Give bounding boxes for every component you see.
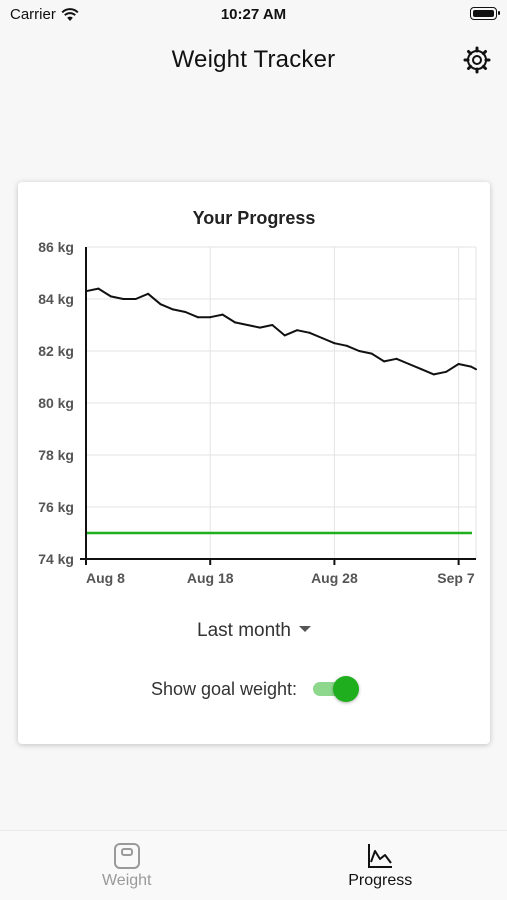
weight-point [147,292,150,295]
status-bar: Carrier 10:27 AM [0,0,507,28]
goal-toggle-row: Show goal weight: [18,676,490,702]
weight-point [209,316,212,319]
weight-point [370,352,373,355]
card-title: Your Progress [192,208,316,228]
chart-icon [368,843,393,868]
weight-point [171,308,174,311]
tab-weight[interactable]: Weight [0,831,254,900]
y-tick-label: 80 kg [38,395,74,411]
weight-point [407,363,410,365]
weight-point [283,334,286,337]
progress-card: Your Progress 74 kg 76 kg 78 kg 80 kg 82 kg 8… [18,182,490,744]
y-tick-label: 78 kg [38,447,74,463]
weight-point [358,350,361,352]
weight-point [134,298,137,300]
weight-point [470,365,472,368]
x-tick-label: Aug 18 [187,570,234,586]
goal-toggle-label: Show goal weight: [150,678,298,699]
weight-point [321,337,323,339]
wifi-icon [61,7,79,21]
caret-down-icon [299,625,311,632]
y-tick-label: 86 kg [38,239,74,255]
range-select-value: Last month [197,620,291,641]
weight-point [184,311,187,313]
settings-button[interactable] [461,44,493,76]
y-tick-label: 82 kg [38,343,74,359]
status-time: 10:27 AM [220,6,287,23]
y-tick-label: 76 kg [38,499,74,515]
weight-point [97,287,100,290]
weight-point [221,313,224,316]
weight-series-group [85,287,477,376]
weight-point [246,324,249,326]
weight-point [445,370,448,373]
gear-icon [463,46,491,74]
tab-progress-label: Progress [348,871,413,889]
range-select[interactable]: Last month [18,620,490,642]
weight-point [475,368,477,371]
weight-point [234,321,236,324]
weight-point [296,329,299,332]
weight-point [457,363,460,365]
weight-line [85,287,477,376]
x-tick-label: Aug 28 [311,570,358,586]
y-tick-label: 84 kg [38,291,74,307]
weight-point [333,342,336,345]
weight-point [271,324,274,326]
y-tick-label: 74 kg [38,551,74,567]
weight-point [122,298,125,300]
progress-chart: 74 kg 76 kg 78 kg 80 kg 82 kg 84 kg 86 kg Aug 8… [18,232,490,592]
weight-point [159,303,162,306]
tab-progress[interactable]: Progress [254,831,507,900]
tab-bar: Weight Progress [0,830,507,900]
carrier: Carrier [10,6,79,23]
scale-icon [113,842,140,869]
battery-icon [470,7,500,20]
x-tick-label: Aug 8 [86,570,125,586]
weight-point [420,368,423,371]
chart-axes: 74 kg 76 kg 78 kg 80 kg 82 kg 84 kg 86 kg Aug 8… [38,239,476,586]
goal-weight-toggle[interactable] [313,676,360,702]
weight-point [383,360,386,363]
x-tick-label: Sep 7 [437,570,475,586]
tab-weight-label: Weight [101,871,152,889]
chart-svg: 74 kg 76 kg 78 kg 80 kg 82 kg 84 kg 86 kg Aug 8… [38,239,477,586]
page-title: Weight Tracker [171,46,336,73]
weight-point [109,295,112,298]
carrier-label: Carrier [10,6,56,23]
chart-grid [85,246,477,559]
weight-point [432,373,435,376]
toggle-thumb [333,676,360,702]
weight-point [258,326,261,329]
weight-point [308,331,311,334]
weight-point [345,344,348,347]
weight-point [395,357,398,360]
weight-point [196,316,199,319]
nav-bar: Weight Tracker [0,40,507,80]
